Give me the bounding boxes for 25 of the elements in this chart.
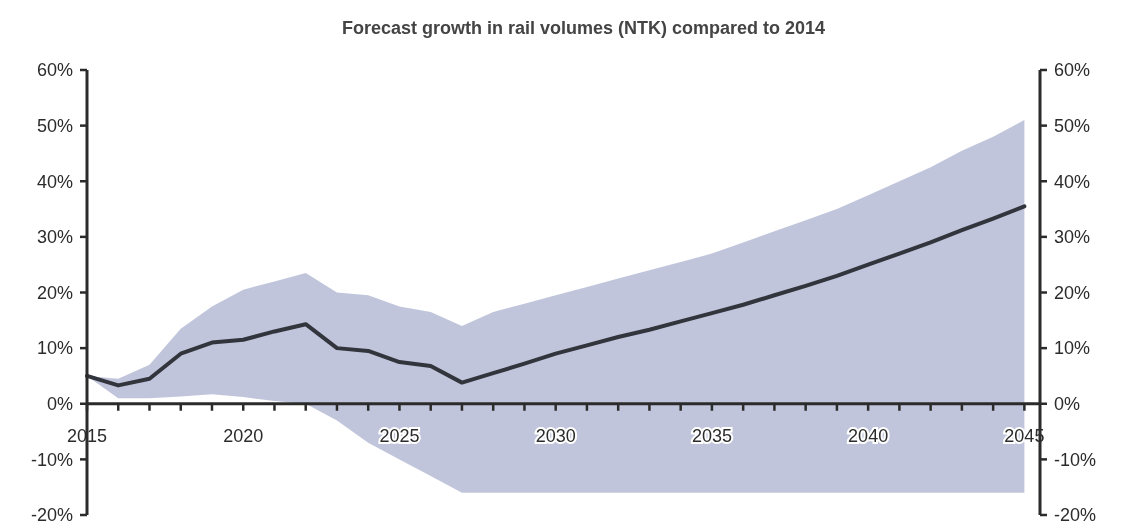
line-series [85, 204, 1027, 388]
chart-title: Forecast growth in rail volumes (NTK) compared to 2014 [341, 18, 826, 38]
y-tick-label: -20% [30, 505, 73, 526]
y2-tick-label: 40% [1054, 171, 1091, 192]
x-tick-label: 2030 [535, 425, 576, 446]
y-tick-label: 50% [36, 115, 73, 136]
y2-tick-label: 10% [1054, 338, 1091, 359]
y-tick-label: 10% [36, 338, 73, 359]
y-tick-label: 0% [46, 394, 73, 415]
y2-tick-label: -10% [1054, 449, 1097, 470]
y2-tick-label: 0% [1054, 394, 1081, 415]
x-tick-label: 2025 [379, 425, 420, 446]
y2-tick-label: 50% [1054, 115, 1091, 136]
y-tick-label: 40% [36, 171, 73, 192]
y2-tick-label: 30% [1054, 227, 1091, 248]
x-tick-label: 2020 [223, 425, 264, 446]
y-tick-label: -10% [30, 449, 73, 470]
y2-tick-label: 60% [1054, 60, 1091, 81]
y-tick-label: 60% [36, 60, 73, 81]
y-tick-label: 20% [36, 282, 73, 303]
y2-tick-label: 20% [1054, 282, 1091, 303]
y-tick-label: 30% [36, 227, 73, 248]
x-tick-label: 2035 [691, 425, 732, 446]
y2-tick-label: -20% [1054, 505, 1097, 526]
x-tick-label: 2040 [848, 425, 889, 446]
